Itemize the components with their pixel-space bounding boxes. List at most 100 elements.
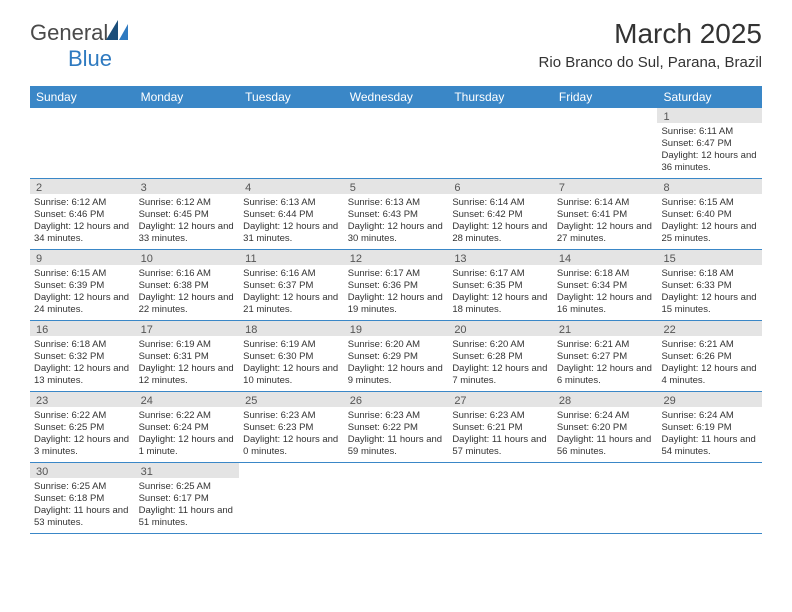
empty-day-cell — [448, 463, 553, 533]
daylight-text: Daylight: 12 hours and 22 minutes. — [139, 292, 236, 316]
sunset-text: Sunset: 6:20 PM — [557, 422, 654, 434]
sunset-text: Sunset: 6:33 PM — [661, 280, 758, 292]
daylight-text: Daylight: 12 hours and 4 minutes. — [661, 363, 758, 387]
day-number: 28 — [557, 394, 654, 409]
day-cell-25: 25Sunrise: 6:23 AMSunset: 6:23 PMDayligh… — [239, 392, 344, 462]
day-cell-24: 24Sunrise: 6:22 AMSunset: 6:24 PMDayligh… — [135, 392, 240, 462]
day-cell-5: 5Sunrise: 6:13 AMSunset: 6:43 PMDaylight… — [344, 179, 449, 249]
day-number: 17 — [139, 323, 236, 338]
day-cell-27: 27Sunrise: 6:23 AMSunset: 6:21 PMDayligh… — [448, 392, 553, 462]
weekday-thursday: Thursday — [448, 86, 553, 108]
day-details: Sunrise: 6:18 AMSunset: 6:33 PMDaylight:… — [661, 267, 758, 316]
daylight-text: Daylight: 12 hours and 10 minutes. — [243, 363, 340, 387]
weekday-header-row: SundayMondayTuesdayWednesdayThursdayFrid… — [30, 86, 762, 108]
sunset-text: Sunset: 6:37 PM — [243, 280, 340, 292]
empty-day-cell — [553, 108, 658, 178]
day-cell-14: 14Sunrise: 6:18 AMSunset: 6:34 PMDayligh… — [553, 250, 658, 320]
empty-day-cell — [239, 108, 344, 178]
sunset-text: Sunset: 6:24 PM — [139, 422, 236, 434]
day-details: Sunrise: 6:25 AMSunset: 6:17 PMDaylight:… — [139, 480, 236, 529]
day-details: Sunrise: 6:24 AMSunset: 6:20 PMDaylight:… — [557, 409, 654, 458]
sunrise-text: Sunrise: 6:18 AM — [661, 268, 758, 280]
daylight-text: Daylight: 12 hours and 9 minutes. — [348, 363, 445, 387]
day-number: 8 — [661, 181, 758, 196]
daylight-text: Daylight: 11 hours and 57 minutes. — [452, 434, 549, 458]
day-details: Sunrise: 6:13 AMSunset: 6:44 PMDaylight:… — [243, 196, 340, 245]
weeks-container: 1Sunrise: 6:11 AMSunset: 6:47 PMDaylight… — [30, 108, 762, 534]
week-row: 1Sunrise: 6:11 AMSunset: 6:47 PMDaylight… — [30, 108, 762, 179]
day-number: 5 — [348, 181, 445, 196]
sunrise-text: Sunrise: 6:17 AM — [348, 268, 445, 280]
sunrise-text: Sunrise: 6:20 AM — [348, 339, 445, 351]
day-number: 4 — [243, 181, 340, 196]
daylight-text: Daylight: 12 hours and 24 minutes. — [34, 292, 131, 316]
sunrise-text: Sunrise: 6:15 AM — [661, 197, 758, 209]
sunrise-text: Sunrise: 6:13 AM — [243, 197, 340, 209]
empty-day-cell — [30, 108, 135, 178]
daylight-text: Daylight: 12 hours and 34 minutes. — [34, 221, 131, 245]
sunrise-text: Sunrise: 6:13 AM — [348, 197, 445, 209]
daylight-text: Daylight: 12 hours and 25 minutes. — [661, 221, 758, 245]
day-number: 9 — [34, 252, 131, 267]
day-number: 22 — [661, 323, 758, 338]
sunset-text: Sunset: 6:36 PM — [348, 280, 445, 292]
daylight-text: Daylight: 11 hours and 51 minutes. — [139, 505, 236, 529]
day-number: 3 — [139, 181, 236, 196]
day-details: Sunrise: 6:17 AMSunset: 6:35 PMDaylight:… — [452, 267, 549, 316]
day-details: Sunrise: 6:17 AMSunset: 6:36 PMDaylight:… — [348, 267, 445, 316]
sunset-text: Sunset: 6:35 PM — [452, 280, 549, 292]
sunset-text: Sunset: 6:30 PM — [243, 351, 340, 363]
day-cell-15: 15Sunrise: 6:18 AMSunset: 6:33 PMDayligh… — [657, 250, 762, 320]
sunrise-text: Sunrise: 6:18 AM — [557, 268, 654, 280]
day-cell-4: 4Sunrise: 6:13 AMSunset: 6:44 PMDaylight… — [239, 179, 344, 249]
sunset-text: Sunset: 6:39 PM — [34, 280, 131, 292]
day-number: 30 — [34, 465, 131, 480]
empty-day-cell — [135, 108, 240, 178]
day-cell-3: 3Sunrise: 6:12 AMSunset: 6:45 PMDaylight… — [135, 179, 240, 249]
day-details: Sunrise: 6:23 AMSunset: 6:22 PMDaylight:… — [348, 409, 445, 458]
day-cell-29: 29Sunrise: 6:24 AMSunset: 6:19 PMDayligh… — [657, 392, 762, 462]
day-details: Sunrise: 6:15 AMSunset: 6:40 PMDaylight:… — [661, 196, 758, 245]
day-cell-9: 9Sunrise: 6:15 AMSunset: 6:39 PMDaylight… — [30, 250, 135, 320]
logo-sail-icon — [106, 20, 132, 45]
daylight-text: Daylight: 12 hours and 16 minutes. — [557, 292, 654, 316]
sunrise-text: Sunrise: 6:25 AM — [139, 481, 236, 493]
daylight-text: Daylight: 12 hours and 12 minutes. — [139, 363, 236, 387]
week-row: 9Sunrise: 6:15 AMSunset: 6:39 PMDaylight… — [30, 250, 762, 321]
sunrise-text: Sunrise: 6:20 AM — [452, 339, 549, 351]
sunrise-text: Sunrise: 6:19 AM — [243, 339, 340, 351]
day-number: 29 — [661, 394, 758, 409]
sunset-text: Sunset: 6:44 PM — [243, 209, 340, 221]
sunset-text: Sunset: 6:29 PM — [348, 351, 445, 363]
weekday-monday: Monday — [135, 86, 240, 108]
daylight-text: Daylight: 11 hours and 53 minutes. — [34, 505, 131, 529]
day-details: Sunrise: 6:22 AMSunset: 6:25 PMDaylight:… — [34, 409, 131, 458]
sunrise-text: Sunrise: 6:22 AM — [34, 410, 131, 422]
day-number: 7 — [557, 181, 654, 196]
daylight-text: Daylight: 12 hours and 30 minutes. — [348, 221, 445, 245]
day-cell-2: 2Sunrise: 6:12 AMSunset: 6:46 PMDaylight… — [30, 179, 135, 249]
daylight-text: Daylight: 12 hours and 0 minutes. — [243, 434, 340, 458]
day-number: 21 — [557, 323, 654, 338]
day-cell-16: 16Sunrise: 6:18 AMSunset: 6:32 PMDayligh… — [30, 321, 135, 391]
sunrise-text: Sunrise: 6:14 AM — [557, 197, 654, 209]
sunset-text: Sunset: 6:28 PM — [452, 351, 549, 363]
day-number: 25 — [243, 394, 340, 409]
daylight-text: Daylight: 12 hours and 7 minutes. — [452, 363, 549, 387]
daylight-text: Daylight: 12 hours and 6 minutes. — [557, 363, 654, 387]
sunrise-text: Sunrise: 6:12 AM — [139, 197, 236, 209]
sunset-text: Sunset: 6:22 PM — [348, 422, 445, 434]
sunrise-text: Sunrise: 6:23 AM — [243, 410, 340, 422]
weekday-friday: Friday — [553, 86, 658, 108]
sunset-text: Sunset: 6:31 PM — [139, 351, 236, 363]
day-number: 26 — [348, 394, 445, 409]
sunrise-text: Sunrise: 6:18 AM — [34, 339, 131, 351]
day-cell-26: 26Sunrise: 6:23 AMSunset: 6:22 PMDayligh… — [344, 392, 449, 462]
weekday-wednesday: Wednesday — [344, 86, 449, 108]
logo-text: GeneralBlue — [30, 18, 132, 72]
day-cell-30: 30Sunrise: 6:25 AMSunset: 6:18 PMDayligh… — [30, 463, 135, 533]
day-details: Sunrise: 6:14 AMSunset: 6:42 PMDaylight:… — [452, 196, 549, 245]
day-details: Sunrise: 6:19 AMSunset: 6:31 PMDaylight:… — [139, 338, 236, 387]
daylight-text: Daylight: 12 hours and 18 minutes. — [452, 292, 549, 316]
daylight-text: Daylight: 12 hours and 19 minutes. — [348, 292, 445, 316]
